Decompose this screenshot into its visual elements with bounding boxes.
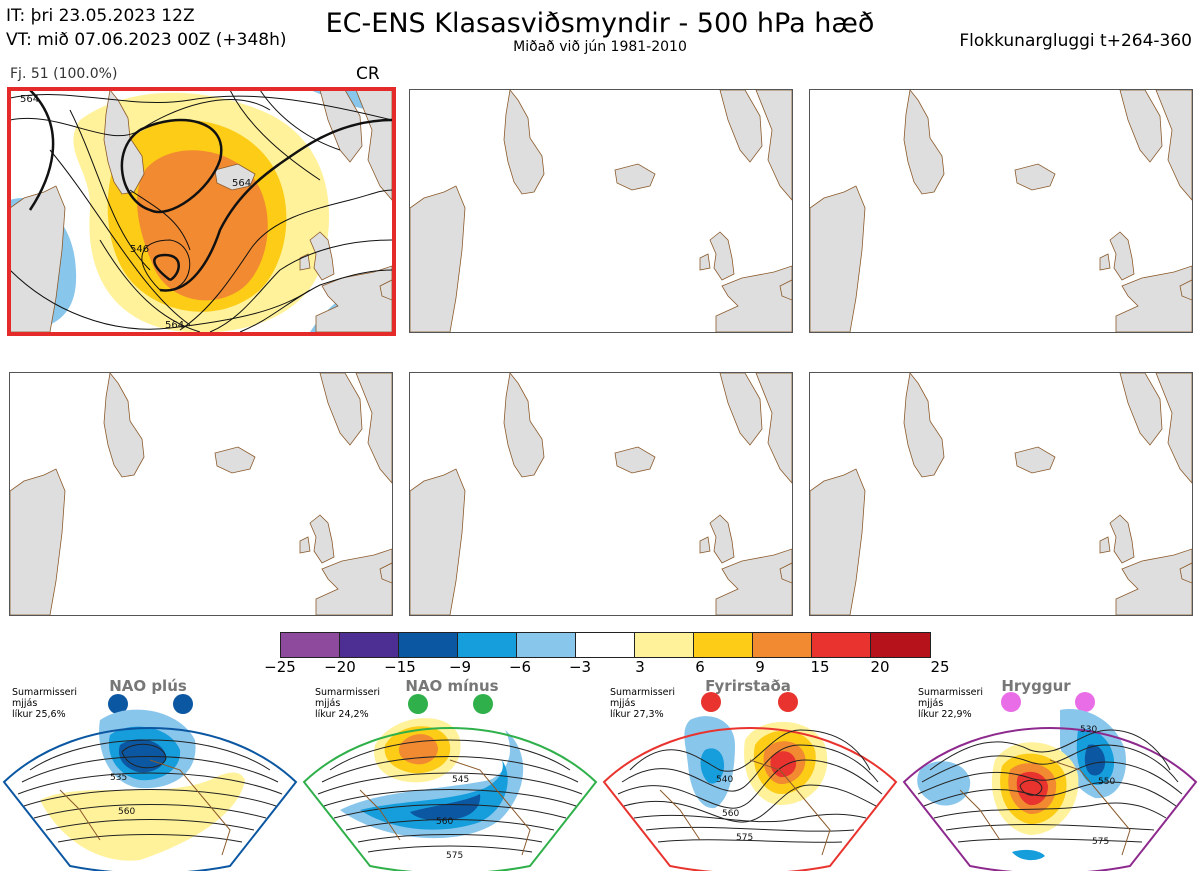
regime-title: Hryggur (1001, 677, 1071, 695)
contour-label: 545 (452, 775, 469, 785)
colorbar-tick-label: 15 (810, 658, 830, 676)
base-map-svg (810, 90, 1192, 332)
colorbar-tick-label: −25 (264, 658, 296, 676)
colorbar-swatch (694, 633, 753, 657)
colorbar-swatch (576, 633, 635, 657)
regime-marker-dot (1001, 692, 1021, 712)
contour-label: 575 (1092, 837, 1109, 847)
regime-map-blocking[interactable]: 540 560 575 (600, 690, 900, 871)
base-map-svg (810, 373, 1192, 615)
base-map-svg (410, 373, 792, 615)
cluster-map-2[interactable] (409, 89, 793, 333)
colorbar-swatch (517, 633, 576, 657)
height-contours (10, 90, 392, 332)
page-subtitle: Miðað við jún 1981-2010 (513, 39, 687, 55)
contour-label: 575 (446, 851, 463, 861)
regime-map-nao-plus[interactable]: 535 560 (0, 690, 300, 871)
regime-title: NAO plús (109, 677, 187, 695)
colorbar-tick-label: 20 (870, 658, 890, 676)
colorbar-tick-label: −20 (324, 658, 356, 676)
anomaly-colorbar (280, 632, 931, 658)
cluster-map-5[interactable] (409, 372, 793, 616)
contour-label: 540 (716, 775, 733, 785)
regime-marker-dot (1075, 692, 1095, 712)
regime-note: Sumarmisseri mjjás líkur 25,6% (12, 687, 78, 720)
contour-label: 560 (722, 809, 739, 819)
cluster-map-4[interactable] (9, 372, 393, 616)
regime-marker-dot (701, 692, 721, 712)
regime-title: NAO mínus (405, 677, 499, 695)
contour-label: 564 (20, 94, 39, 105)
contour-label: 560 (118, 807, 135, 817)
contour-label: 546 (130, 244, 149, 255)
base-map-svg (410, 90, 792, 332)
cluster-map-3[interactable] (809, 89, 1193, 333)
colorbar-swatch (635, 633, 694, 657)
regime-marker-dot (108, 694, 128, 714)
regime-map-ridge[interactable]: 530 550 575 (900, 690, 1200, 871)
colorbar-swatch (399, 633, 458, 657)
contour-label: 560 (436, 817, 453, 827)
page-title: EC-ENS Klasasviðsmyndir - 500 hPa hæð (325, 8, 875, 39)
contour-label: 530 (1080, 725, 1097, 735)
colorbar-tick-label: 3 (635, 658, 645, 676)
anomaly-map-svg: 564 546 564 564 (10, 90, 392, 332)
initial-time: IT: þri 23.05.2023 12Z (6, 6, 195, 26)
colorbar-tick-label: 25 (930, 658, 950, 676)
contour-label: 575 (736, 833, 753, 843)
regime-title: Fyrirstaða (705, 677, 791, 695)
contour-label: 535 (110, 773, 127, 783)
regime-marker-dot (473, 694, 493, 714)
colorbar-swatch (281, 633, 340, 657)
valid-time: VT: mið 07.06.2023 00Z (+348h) (6, 30, 287, 50)
run-info: IT: þri 23.05.2023 12Z VT: mið 07.06.202… (6, 4, 287, 52)
regime-marker-dot (173, 694, 193, 714)
colorbar-swatch (753, 633, 812, 657)
regime-note: Sumarmisseri mjjás líkur 24,2% (315, 687, 381, 720)
colorbar-tick-label: −3 (568, 658, 592, 676)
regime-marker-dot (778, 692, 798, 712)
base-map-svg (10, 373, 392, 615)
regime-map-nao-minus[interactable]: 545 560 575 (300, 690, 600, 871)
cluster-caption: Fj. 51 (100.0%) (10, 66, 118, 82)
colorbar-swatch (871, 633, 930, 657)
colorbar-tick-label: −6 (508, 658, 532, 676)
colorbar-swatch (812, 633, 871, 657)
regime-note: Sumarmisseri mjjás líkur 27,3% (610, 687, 676, 720)
cluster-map-6[interactable] (809, 372, 1193, 616)
contour-label: 564 (232, 178, 251, 189)
regime-code: CR (356, 64, 380, 84)
colorbar-tick-label: −9 (448, 658, 472, 676)
classification-window: Flokkunargluggi t+264-360 (959, 31, 1192, 51)
contour-labels: 564 546 564 564 (20, 94, 251, 331)
colorbar-tick-label: 9 (755, 658, 765, 676)
contour-label: 550 (1098, 777, 1115, 787)
regime-note: Sumarmisseri mjjás líkur 22,9% (918, 687, 984, 720)
colorbar-swatch (340, 633, 399, 657)
contour-label: 564 (165, 320, 184, 331)
colorbar-tick-label: 6 (695, 658, 705, 676)
colorbar-tick-label: −15 (384, 658, 416, 676)
cluster-map-1[interactable]: 564 546 564 564 (9, 89, 393, 333)
colorbar-swatch (458, 633, 517, 657)
regime-marker-dot (408, 694, 428, 714)
